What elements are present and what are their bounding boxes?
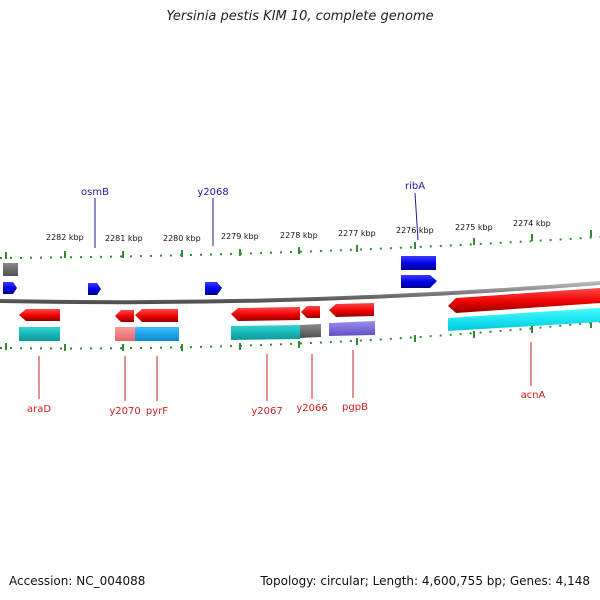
feature-band-y2066 (300, 324, 321, 338)
gene-label-pgpB[interactable]: pgpB (342, 402, 368, 413)
gene-label-ribA[interactable]: ribA (405, 181, 425, 192)
gene-label-araD[interactable]: araD (27, 404, 51, 415)
feature-band-y2067 (231, 325, 300, 340)
scale-label-2278: 2278 kbp (280, 231, 318, 240)
scale-label-2277: 2277 kbp (338, 229, 376, 238)
feature-band-acnA (448, 308, 600, 331)
scale-label-2276: 2276 kbp (396, 226, 434, 235)
gene-arrow-y2067[interactable] (231, 307, 300, 321)
gene-arrow-osmB[interactable] (88, 283, 101, 295)
gene-arrow-y2068[interactable] (205, 282, 222, 295)
forward-label-leaders (94, 192, 419, 248)
gene-arrow-y2066[interactable] (301, 306, 320, 318)
gene-label-y2066[interactable]: y2066 (296, 403, 327, 414)
gene-arrow-left-edge[interactable] (3, 282, 17, 294)
scale-labels: 2282 kbp 2281 kbp 2280 kbp 2279 kbp 2278… (46, 219, 551, 243)
upper-scale-ticks (5, 230, 592, 259)
genome-stats-text: Topology: circular; Length: 4,600,755 bp… (260, 574, 590, 588)
gene-arrow-ribA[interactable] (401, 275, 437, 288)
reverse-label-leaders (38, 342, 532, 401)
gene-label-y2068[interactable]: y2068 (197, 187, 228, 198)
gene-arrow-pyrF[interactable] (135, 309, 178, 322)
gene-arrow-y2070[interactable] (115, 310, 134, 322)
gene-arrow-acnA[interactable] (448, 288, 600, 313)
scale-label-2279: 2279 kbp (221, 232, 259, 241)
scale-label-2281: 2281 kbp (105, 234, 143, 243)
feature-band-y2070 (115, 327, 135, 341)
gene-label-y2067[interactable]: y2067 (251, 406, 282, 417)
forward-feature-gray (3, 263, 18, 276)
genome-backbone (0, 281, 600, 305)
gene-arrow-araD[interactable] (19, 309, 60, 321)
gene-label-pyrF[interactable]: pyrF (146, 406, 168, 417)
scale-label-2275: 2275 kbp (455, 223, 493, 232)
gene-label-y2070[interactable]: y2070 (109, 406, 140, 417)
gene-box-ribA-upper[interactable] (401, 256, 436, 270)
gene-label-osmB[interactable]: osmB (81, 187, 109, 198)
feature-band-araD (19, 327, 60, 341)
scale-label-2282: 2282 kbp (46, 233, 84, 242)
scale-label-2280: 2280 kbp (163, 234, 201, 243)
scale-label-2274: 2274 kbp (513, 219, 551, 228)
gene-label-acnA[interactable]: acnA (521, 390, 546, 401)
feature-band-pyrF (135, 327, 179, 341)
gene-arrow-pgpB[interactable] (329, 303, 374, 317)
accession-text: Accession: NC_004088 (9, 574, 146, 588)
feature-band-pgpB (329, 321, 375, 336)
map-title: Yersinia pestis KIM 10, complete genome (166, 9, 434, 24)
